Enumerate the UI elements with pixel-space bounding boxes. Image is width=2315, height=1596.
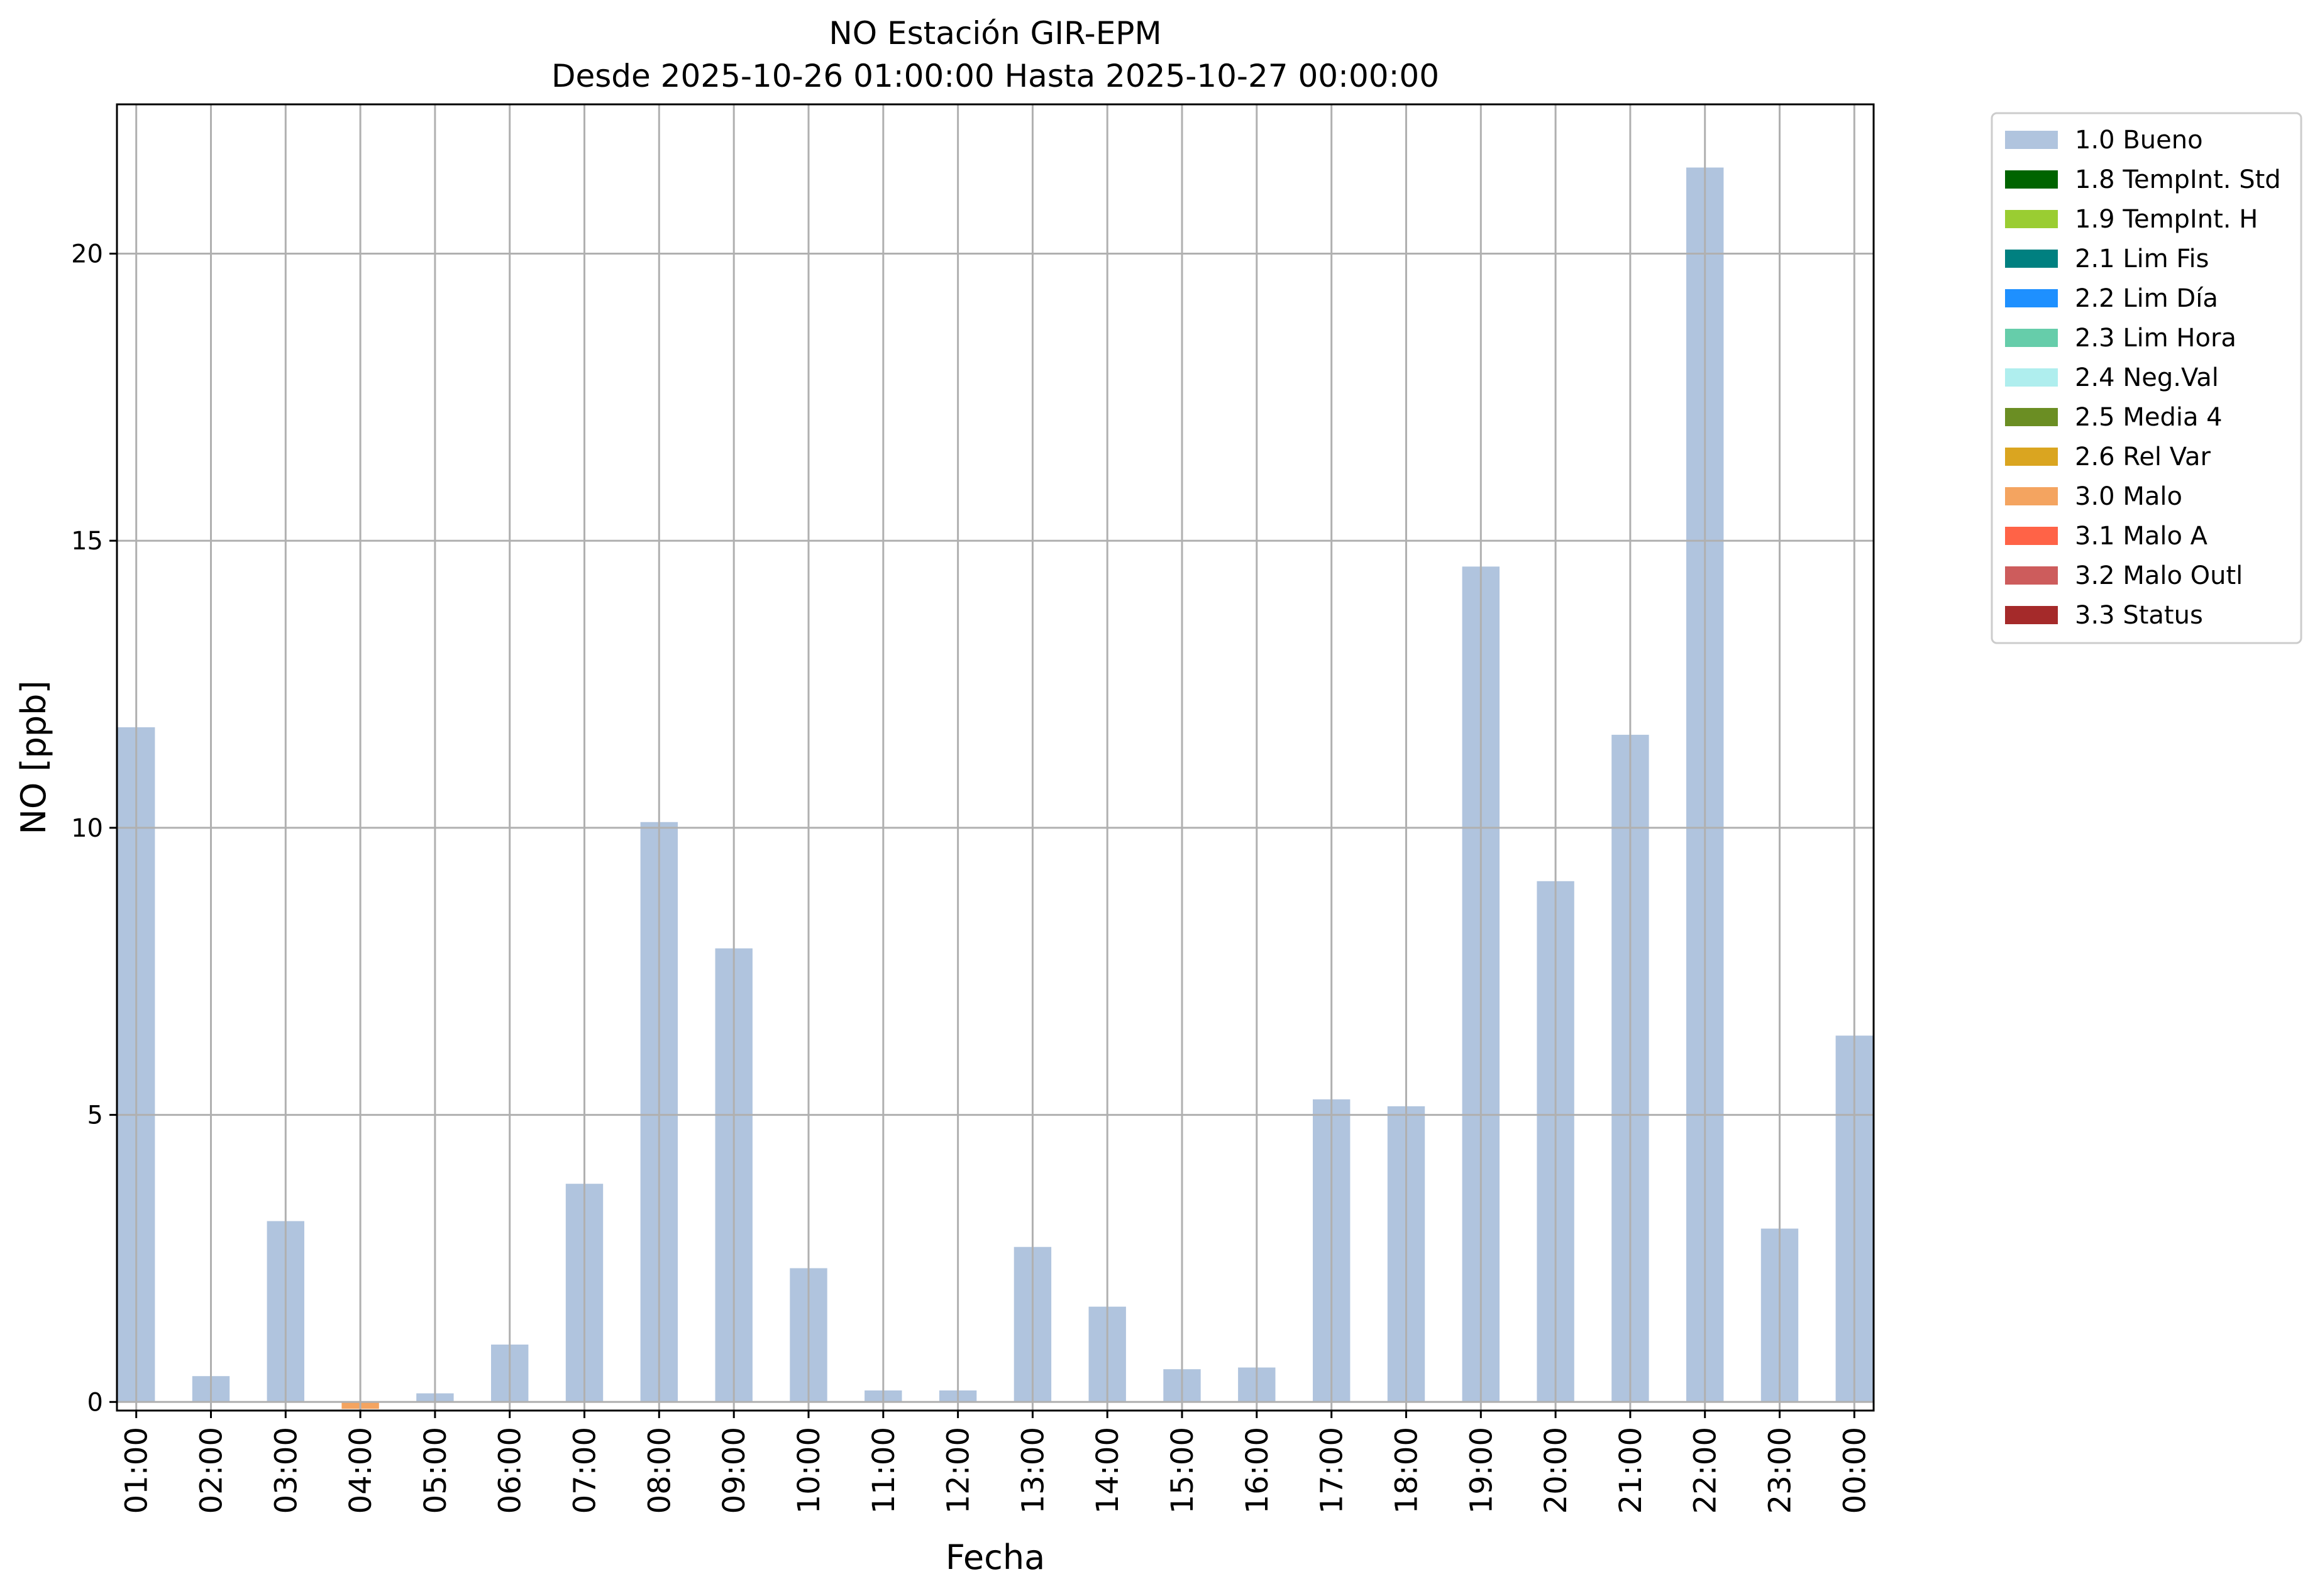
legend-label: 2.2 Lim Día <box>2075 284 2218 313</box>
x-tick-label: 20:00 <box>1539 1427 1574 1514</box>
legend-swatch <box>2005 329 2058 347</box>
legend-swatch <box>2005 170 2058 189</box>
x-tick-label: 13:00 <box>1015 1427 1051 1514</box>
legend-swatch <box>2005 131 2058 149</box>
legend-label: 2.4 Neg.Val <box>2075 363 2219 392</box>
legend-swatch <box>2005 566 2058 585</box>
legend-swatch <box>2005 250 2058 268</box>
x-tick-label: 07:00 <box>568 1427 603 1514</box>
legend-swatch <box>2005 368 2058 387</box>
x-tick-label: 22:00 <box>1688 1427 1723 1514</box>
legend-label: 1.0 Bueno <box>2075 126 2203 155</box>
x-tick-label: 06:00 <box>493 1427 528 1514</box>
legend-label: 2.3 Lim Hora <box>2075 324 2236 353</box>
x-tick-label: 19:00 <box>1464 1427 1499 1514</box>
x-tick-label: 10:00 <box>792 1427 827 1514</box>
y-tick-label: 10 <box>71 814 103 843</box>
x-axis: 01:00 02:00 03:00 04:00 05:00 06:00 07:00 08:00… <box>119 1411 1872 1514</box>
legend-label: 1.9 TempInt. H <box>2075 205 2258 234</box>
y-axis-label: NO [ppb] <box>14 680 53 834</box>
y-tick-label: 15 <box>71 527 103 556</box>
legend-label: 2.6 Rel Var <box>2075 443 2211 471</box>
legend-swatch <box>2005 487 2058 505</box>
x-tick-label: 02:00 <box>194 1427 229 1514</box>
legend-label: 3.2 Malo Outl <box>2075 561 2243 590</box>
legend-swatch <box>2005 289 2058 307</box>
x-tick-label: 12:00 <box>941 1427 976 1514</box>
x-tick-label: 18:00 <box>1390 1427 1425 1514</box>
x-tick-label: 17:00 <box>1315 1427 1350 1514</box>
y-tick-label: 20 <box>71 240 103 269</box>
legend-swatch <box>2005 408 2058 426</box>
legend-label: 3.0 Malo <box>2075 482 2182 511</box>
x-tick-label: 15:00 <box>1165 1427 1200 1514</box>
legend-swatch <box>2005 606 2058 624</box>
x-tick-label: 09:00 <box>717 1427 752 1514</box>
legend-swatch <box>2005 527 2058 545</box>
y-axis: 0 5 10 15 20 <box>71 240 117 1417</box>
legend: 1.0 Bueno 1.8 TempInt. Std 1.9 TempInt. H 2… <box>1991 112 2302 644</box>
x-tick-label: 23:00 <box>1763 1427 1798 1514</box>
x-tick-label: 16:00 <box>1240 1427 1275 1514</box>
y-tick-label: 0 <box>87 1388 103 1417</box>
legend-label: 2.5 Media 4 <box>2075 403 2223 432</box>
x-tick-label: 00:00 <box>1837 1427 1872 1514</box>
x-tick-label: 01:00 <box>119 1427 155 1514</box>
legend-box <box>1991 112 2302 644</box>
x-tick-label: 08:00 <box>642 1427 677 1514</box>
x-tick-label: 11:00 <box>866 1427 902 1514</box>
chart-subtitle: Desde 2025-10-26 01:00:00 Hasta 2025-10-… <box>551 58 1439 94</box>
grid-layer <box>117 104 1874 1411</box>
legend-label: 3.1 Malo A <box>2075 522 2208 551</box>
legend-swatch <box>2005 448 2058 466</box>
x-tick-label: 21:00 <box>1613 1427 1649 1514</box>
y-tick-label: 5 <box>87 1101 103 1130</box>
legend-label: 1.8 TempInt. Std <box>2075 165 2281 194</box>
legend-swatch <box>2005 210 2058 228</box>
x-tick-label: 05:00 <box>418 1427 453 1514</box>
chart-title: NO Estación GIR-EPM <box>829 15 1161 52</box>
x-tick-label: 03:00 <box>268 1427 304 1514</box>
x-axis-label: Fecha <box>946 1538 1045 1577</box>
legend-label: 3.3 Status <box>2075 601 2203 630</box>
x-tick-label: 14:00 <box>1090 1427 1125 1514</box>
plot-frame <box>116 103 1875 1412</box>
x-tick-label: 04:00 <box>343 1427 378 1514</box>
legend-label: 2.1 Lim Fis <box>2075 245 2209 273</box>
